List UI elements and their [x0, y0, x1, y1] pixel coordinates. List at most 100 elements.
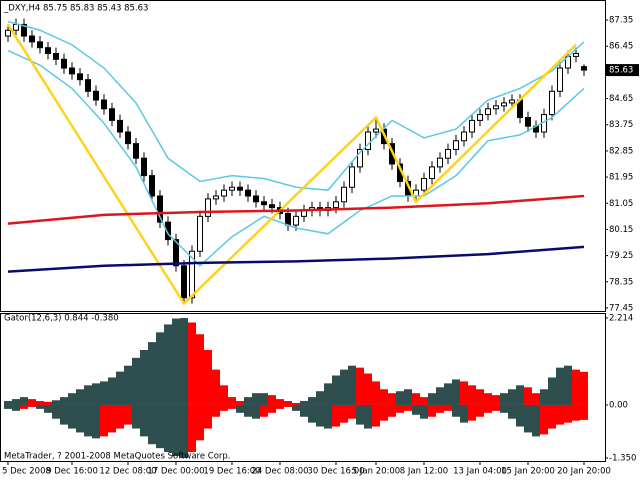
last-price-box [606, 64, 639, 77]
gator-bar [244, 404, 252, 417]
gator-bar [196, 404, 204, 441]
x-tick-label: 8 Jan 12:00 [400, 467, 448, 477]
gator-bar [20, 397, 28, 405]
gator-bar [396, 391, 404, 405]
gator-bar [436, 387, 444, 405]
gator-bar [580, 404, 588, 420]
gator-bar [492, 404, 500, 411]
gator-bar [348, 365, 356, 405]
y-tick-label: 86.45 [609, 42, 633, 52]
indicator-title: Gator(12,6,3) 0.844 -0.380 [4, 314, 119, 324]
y-tick-label: 77.45 [609, 303, 633, 313]
gator-bar [4, 401, 12, 405]
candle-body [221, 189, 227, 197]
gator-bar [268, 395, 276, 405]
gator-bar [532, 404, 540, 437]
gator-bar [412, 393, 420, 405]
candle-body [117, 119, 123, 133]
y-tick-label: 81.95 [609, 173, 633, 183]
candle-body [37, 41, 43, 49]
gator-bar [300, 404, 308, 417]
gator-bar [148, 342, 156, 405]
candle-body [213, 195, 219, 200]
candle-body [205, 198, 211, 217]
gator-bar [276, 404, 284, 409]
gator-bar [364, 373, 372, 405]
y-tick-label: 87.35 [609, 16, 633, 26]
gator-bar [532, 393, 540, 405]
gator-bar [196, 334, 204, 405]
candle-body [45, 47, 51, 55]
gator-bar [332, 404, 340, 427]
gator-bar [156, 404, 164, 449]
gator-bar [140, 349, 148, 405]
candle-body [421, 178, 427, 191]
gator-bar [132, 404, 140, 429]
gator-bar [460, 381, 468, 405]
candle-body [141, 157, 147, 177]
gator-bar [92, 383, 100, 405]
y-tick-label: 81.05 [609, 199, 633, 209]
candle-body [573, 53, 579, 57]
gator-bar [28, 399, 36, 405]
candle-body [557, 67, 563, 92]
gator-bar [236, 404, 244, 413]
candle-body [285, 212, 291, 226]
candle-body [197, 215, 203, 252]
y-tick-label: 78.35 [609, 277, 633, 287]
gator-bar [492, 395, 500, 405]
gator-bar [172, 318, 180, 405]
gator-bar [460, 404, 468, 423]
candle-body [293, 215, 299, 226]
gator-bar [84, 385, 92, 405]
gator-bar [300, 401, 308, 405]
candle-body [357, 148, 363, 168]
gator-bar [156, 332, 164, 405]
indicator-line [7, 49, 585, 267]
y-tick-label: -1.350 [609, 453, 636, 463]
candle-body [509, 99, 515, 104]
gator-bar [468, 404, 476, 421]
candle-body [581, 66, 587, 71]
y-tick-label: 83.75 [609, 120, 633, 130]
candle-body [93, 90, 99, 101]
gator-bar [116, 371, 124, 405]
gator-bar [212, 404, 220, 417]
candle-body [229, 186, 235, 191]
gator-bar [548, 404, 556, 429]
gator-bar [564, 365, 572, 405]
gator-bar [260, 393, 268, 405]
gator-bar [124, 365, 132, 405]
candle-body [461, 131, 467, 142]
gator-bar [100, 404, 108, 437]
x-tick-label: 15 Jan 20:00 [501, 467, 555, 477]
gator-bar [436, 404, 444, 413]
gator-bar [388, 393, 396, 405]
gator-bar [164, 324, 172, 405]
gator-bar [68, 393, 76, 405]
candle-body [13, 23, 19, 31]
indicator-line [6, 23, 577, 306]
candle-body [333, 201, 339, 209]
candle-body [77, 73, 83, 81]
gator-bar [508, 389, 516, 405]
x-tick-label: 13 Jan 04:00 [453, 467, 507, 477]
gator-bar [204, 404, 212, 429]
indicator-line [7, 245, 585, 273]
gator-bar [556, 367, 564, 405]
gator-bar [28, 404, 36, 407]
candle-body [373, 128, 379, 133]
gator-bar [452, 404, 460, 417]
x-tick-label: 12 Dec 08:00 [99, 467, 156, 477]
gator-bar [76, 389, 84, 405]
gator-bar [404, 404, 412, 411]
gator-bar [428, 404, 436, 417]
gator-bar [340, 369, 348, 405]
gator-bar [124, 404, 132, 425]
gator-bar [388, 404, 396, 417]
gator-bar [468, 385, 476, 405]
gator-bar [132, 357, 140, 405]
gator-bar [324, 404, 332, 429]
gator-bar [444, 404, 452, 411]
gator-bar [540, 404, 548, 435]
